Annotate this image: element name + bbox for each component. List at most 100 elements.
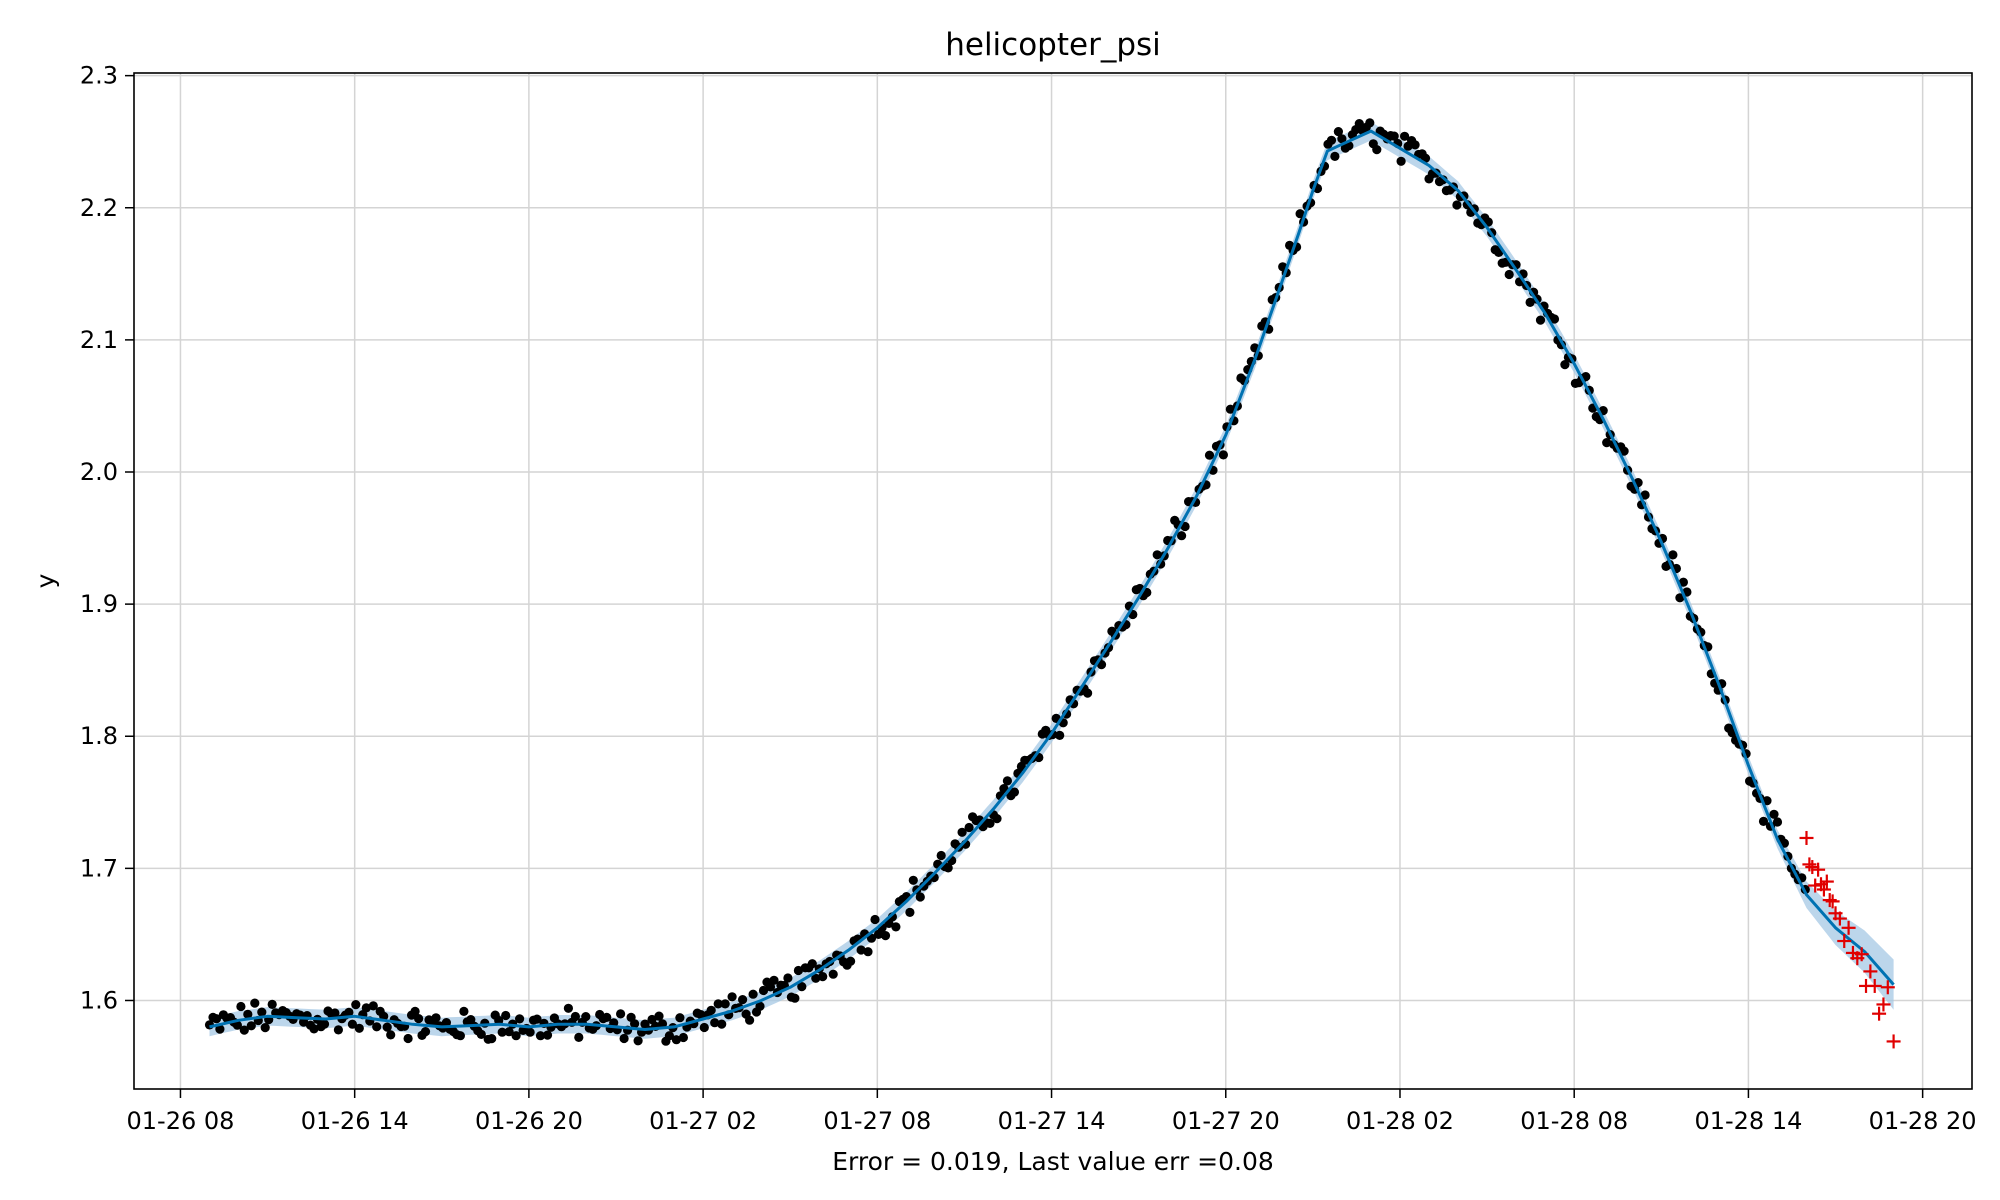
- x-tick-label: 01-27 02: [649, 1107, 757, 1135]
- observed-point: [497, 1027, 507, 1037]
- y-tick-label: 1.9: [80, 590, 118, 618]
- observed-point: [211, 1014, 222, 1024]
- observed-point: [333, 1025, 343, 1035]
- observed-point: [257, 1007, 267, 1017]
- observed-point: [344, 1007, 354, 1018]
- observed-point: [619, 1033, 629, 1044]
- y-axis-ticks: 1.6 1.7 1.8 1.9 2.0 2.1 2.2 2.3: [80, 62, 134, 1014]
- observed-point: [501, 1010, 511, 1021]
- observed-point: [570, 1011, 581, 1022]
- observed-point: [1602, 438, 1612, 448]
- observed-point: [870, 914, 880, 925]
- observed-point: [748, 989, 758, 999]
- observed-point: [727, 992, 737, 1002]
- observed-point: [713, 999, 723, 1009]
- observed-point: [1337, 134, 1347, 144]
- test-point: [1816, 882, 1831, 897]
- test-point: [1822, 893, 1837, 908]
- observed-point: [215, 1024, 225, 1034]
- observed-point: [1535, 315, 1546, 325]
- observed-point: [347, 1019, 357, 1029]
- observed-point: [1326, 135, 1337, 145]
- observed-point: [1365, 118, 1375, 128]
- observed-point: [250, 998, 260, 1008]
- observed-point: [671, 1035, 682, 1045]
- y-axis-label: y: [31, 573, 60, 588]
- observed-point: [696, 1010, 706, 1020]
- observed-point: [382, 1022, 392, 1032]
- x-tick-label: 01-28 08: [1520, 1107, 1628, 1135]
- observed-point: [915, 892, 925, 902]
- test-point: [1854, 947, 1869, 962]
- observed-point: [738, 995, 748, 1005]
- observed-point: [602, 1012, 612, 1023]
- test-point: [1811, 862, 1826, 877]
- observed-point: [710, 1018, 720, 1028]
- observed-point: [403, 1033, 413, 1044]
- observed-point: [232, 1020, 242, 1030]
- observed-point: [793, 965, 804, 976]
- chart-title: helicopter_psi: [945, 27, 1161, 63]
- observed-point: [455, 1031, 465, 1041]
- test-point: [1825, 894, 1840, 909]
- x-tick-label: 01-28 02: [1346, 1107, 1454, 1135]
- test-point: [1876, 997, 1891, 1012]
- forecast-line: [209, 129, 1895, 1031]
- test-point: [1872, 1006, 1887, 1021]
- observed-point: [1504, 269, 1514, 280]
- observed-point: [361, 1003, 371, 1013]
- observed-point: [1218, 450, 1228, 460]
- test-point: [1799, 830, 1814, 845]
- observed-point: [574, 1032, 584, 1042]
- observed-point: [880, 931, 891, 941]
- observed-point: [720, 999, 730, 1009]
- observed-point: [1758, 816, 1769, 827]
- plot-frame: [133, 72, 1973, 1090]
- test-point: [1808, 878, 1823, 893]
- observed-point: [1769, 809, 1779, 819]
- observed-point: [246, 1021, 256, 1031]
- y-tick-label: 2.2: [80, 194, 118, 222]
- observed-point: [410, 1006, 420, 1017]
- observed-point: [783, 973, 793, 983]
- x-tick-label: 01-27 14: [998, 1107, 1106, 1135]
- observed-point: [532, 1014, 542, 1024]
- observed-point: [372, 1022, 382, 1032]
- observed-point: [657, 1019, 668, 1029]
- observed-point: [330, 1008, 340, 1018]
- observed-point: [633, 1036, 643, 1046]
- x-tick-label: 01-27 20: [1172, 1107, 1280, 1135]
- observed-point: [1002, 776, 1013, 786]
- x-tick-label: 01-27 08: [823, 1107, 931, 1135]
- observed-point: [1389, 131, 1399, 141]
- observed-point: [675, 1013, 685, 1023]
- observed-point: [581, 1012, 591, 1022]
- observed-point: [1152, 550, 1162, 560]
- observed-point: [511, 1031, 521, 1041]
- observed-point: [616, 1009, 626, 1019]
- test-point: [1837, 934, 1852, 949]
- test-point: [1841, 920, 1856, 935]
- observed-point: [745, 1015, 755, 1025]
- observed-point: [487, 1034, 497, 1044]
- observed-point: [459, 1006, 469, 1017]
- observed-point: [755, 1001, 765, 1011]
- observed-point: [420, 1027, 431, 1037]
- observed-point: [1675, 593, 1685, 603]
- observed-point: [563, 1003, 574, 1013]
- observed-point: [758, 985, 769, 996]
- observed-point: [1668, 550, 1678, 560]
- observed-point: [1619, 446, 1629, 456]
- test-point: [1805, 860, 1820, 875]
- observed-point: [494, 1015, 504, 1026]
- observed-point: [1225, 404, 1235, 414]
- observed-point: [1410, 140, 1420, 150]
- test-point: [1880, 980, 1895, 995]
- y-tick-label: 1.8: [80, 722, 118, 750]
- observed-point: [260, 1023, 270, 1033]
- observed-point: [706, 1005, 716, 1015]
- observed-point: [957, 827, 967, 837]
- observed-point: [1678, 577, 1688, 587]
- observed-point: [1204, 450, 1215, 460]
